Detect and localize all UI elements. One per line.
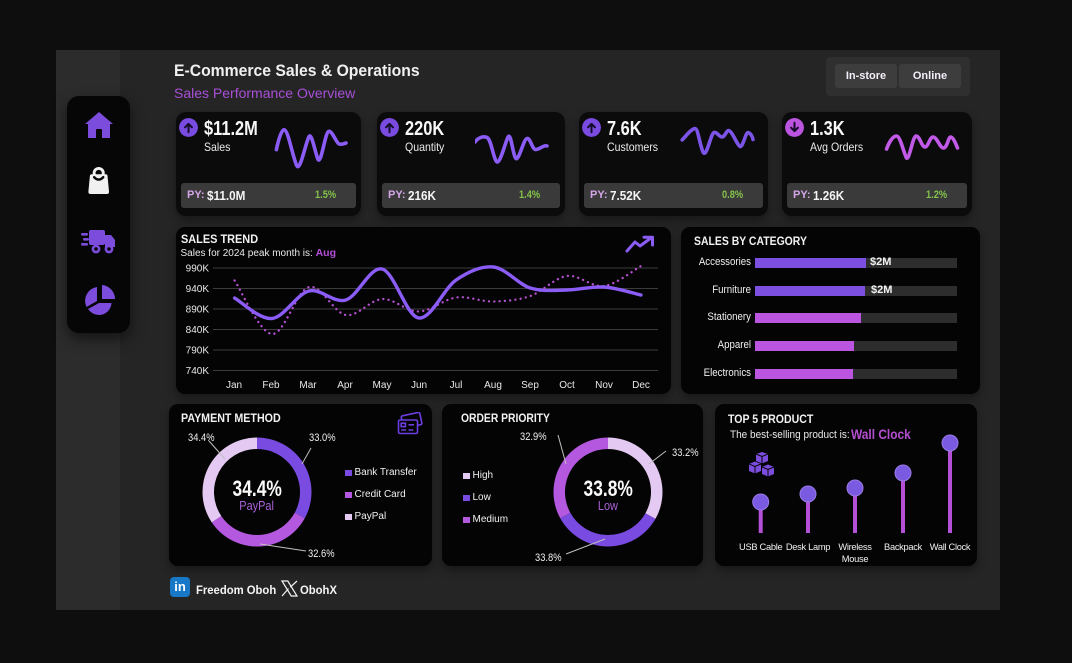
svg-text:USB Cable: USB Cable <box>739 542 782 552</box>
svg-text:Mouse: Mouse <box>842 554 869 564</box>
svg-text:Dec: Dec <box>632 380 650 391</box>
svg-text:990K: 990K <box>186 264 210 275</box>
svg-text:Sep: Sep <box>521 380 539 391</box>
svg-text:Oct: Oct <box>559 380 575 391</box>
svg-text:890K: 890K <box>186 305 210 316</box>
svg-text:Jun: Jun <box>411 380 427 391</box>
svg-text:Nov: Nov <box>595 380 613 391</box>
svg-text:Wireless: Wireless <box>838 542 872 552</box>
svg-text:Backpack: Backpack <box>884 542 923 552</box>
svg-text:Aug: Aug <box>484 380 502 391</box>
svg-text:Apr: Apr <box>337 380 353 391</box>
svg-text:Mar: Mar <box>299 380 317 391</box>
svg-text:Wall Clock: Wall Clock <box>930 542 971 552</box>
svg-text:Desk Lamp: Desk Lamp <box>786 542 830 552</box>
svg-text:840K: 840K <box>186 325 210 336</box>
svg-text:790K: 790K <box>186 346 210 357</box>
svg-text:940K: 940K <box>186 284 210 295</box>
svg-text:May: May <box>373 380 392 391</box>
svg-text:Feb: Feb <box>262 380 280 391</box>
svg-text:Jan: Jan <box>226 380 242 391</box>
svg-text:Jul: Jul <box>450 380 463 391</box>
svg-text:740K: 740K <box>186 366 210 377</box>
